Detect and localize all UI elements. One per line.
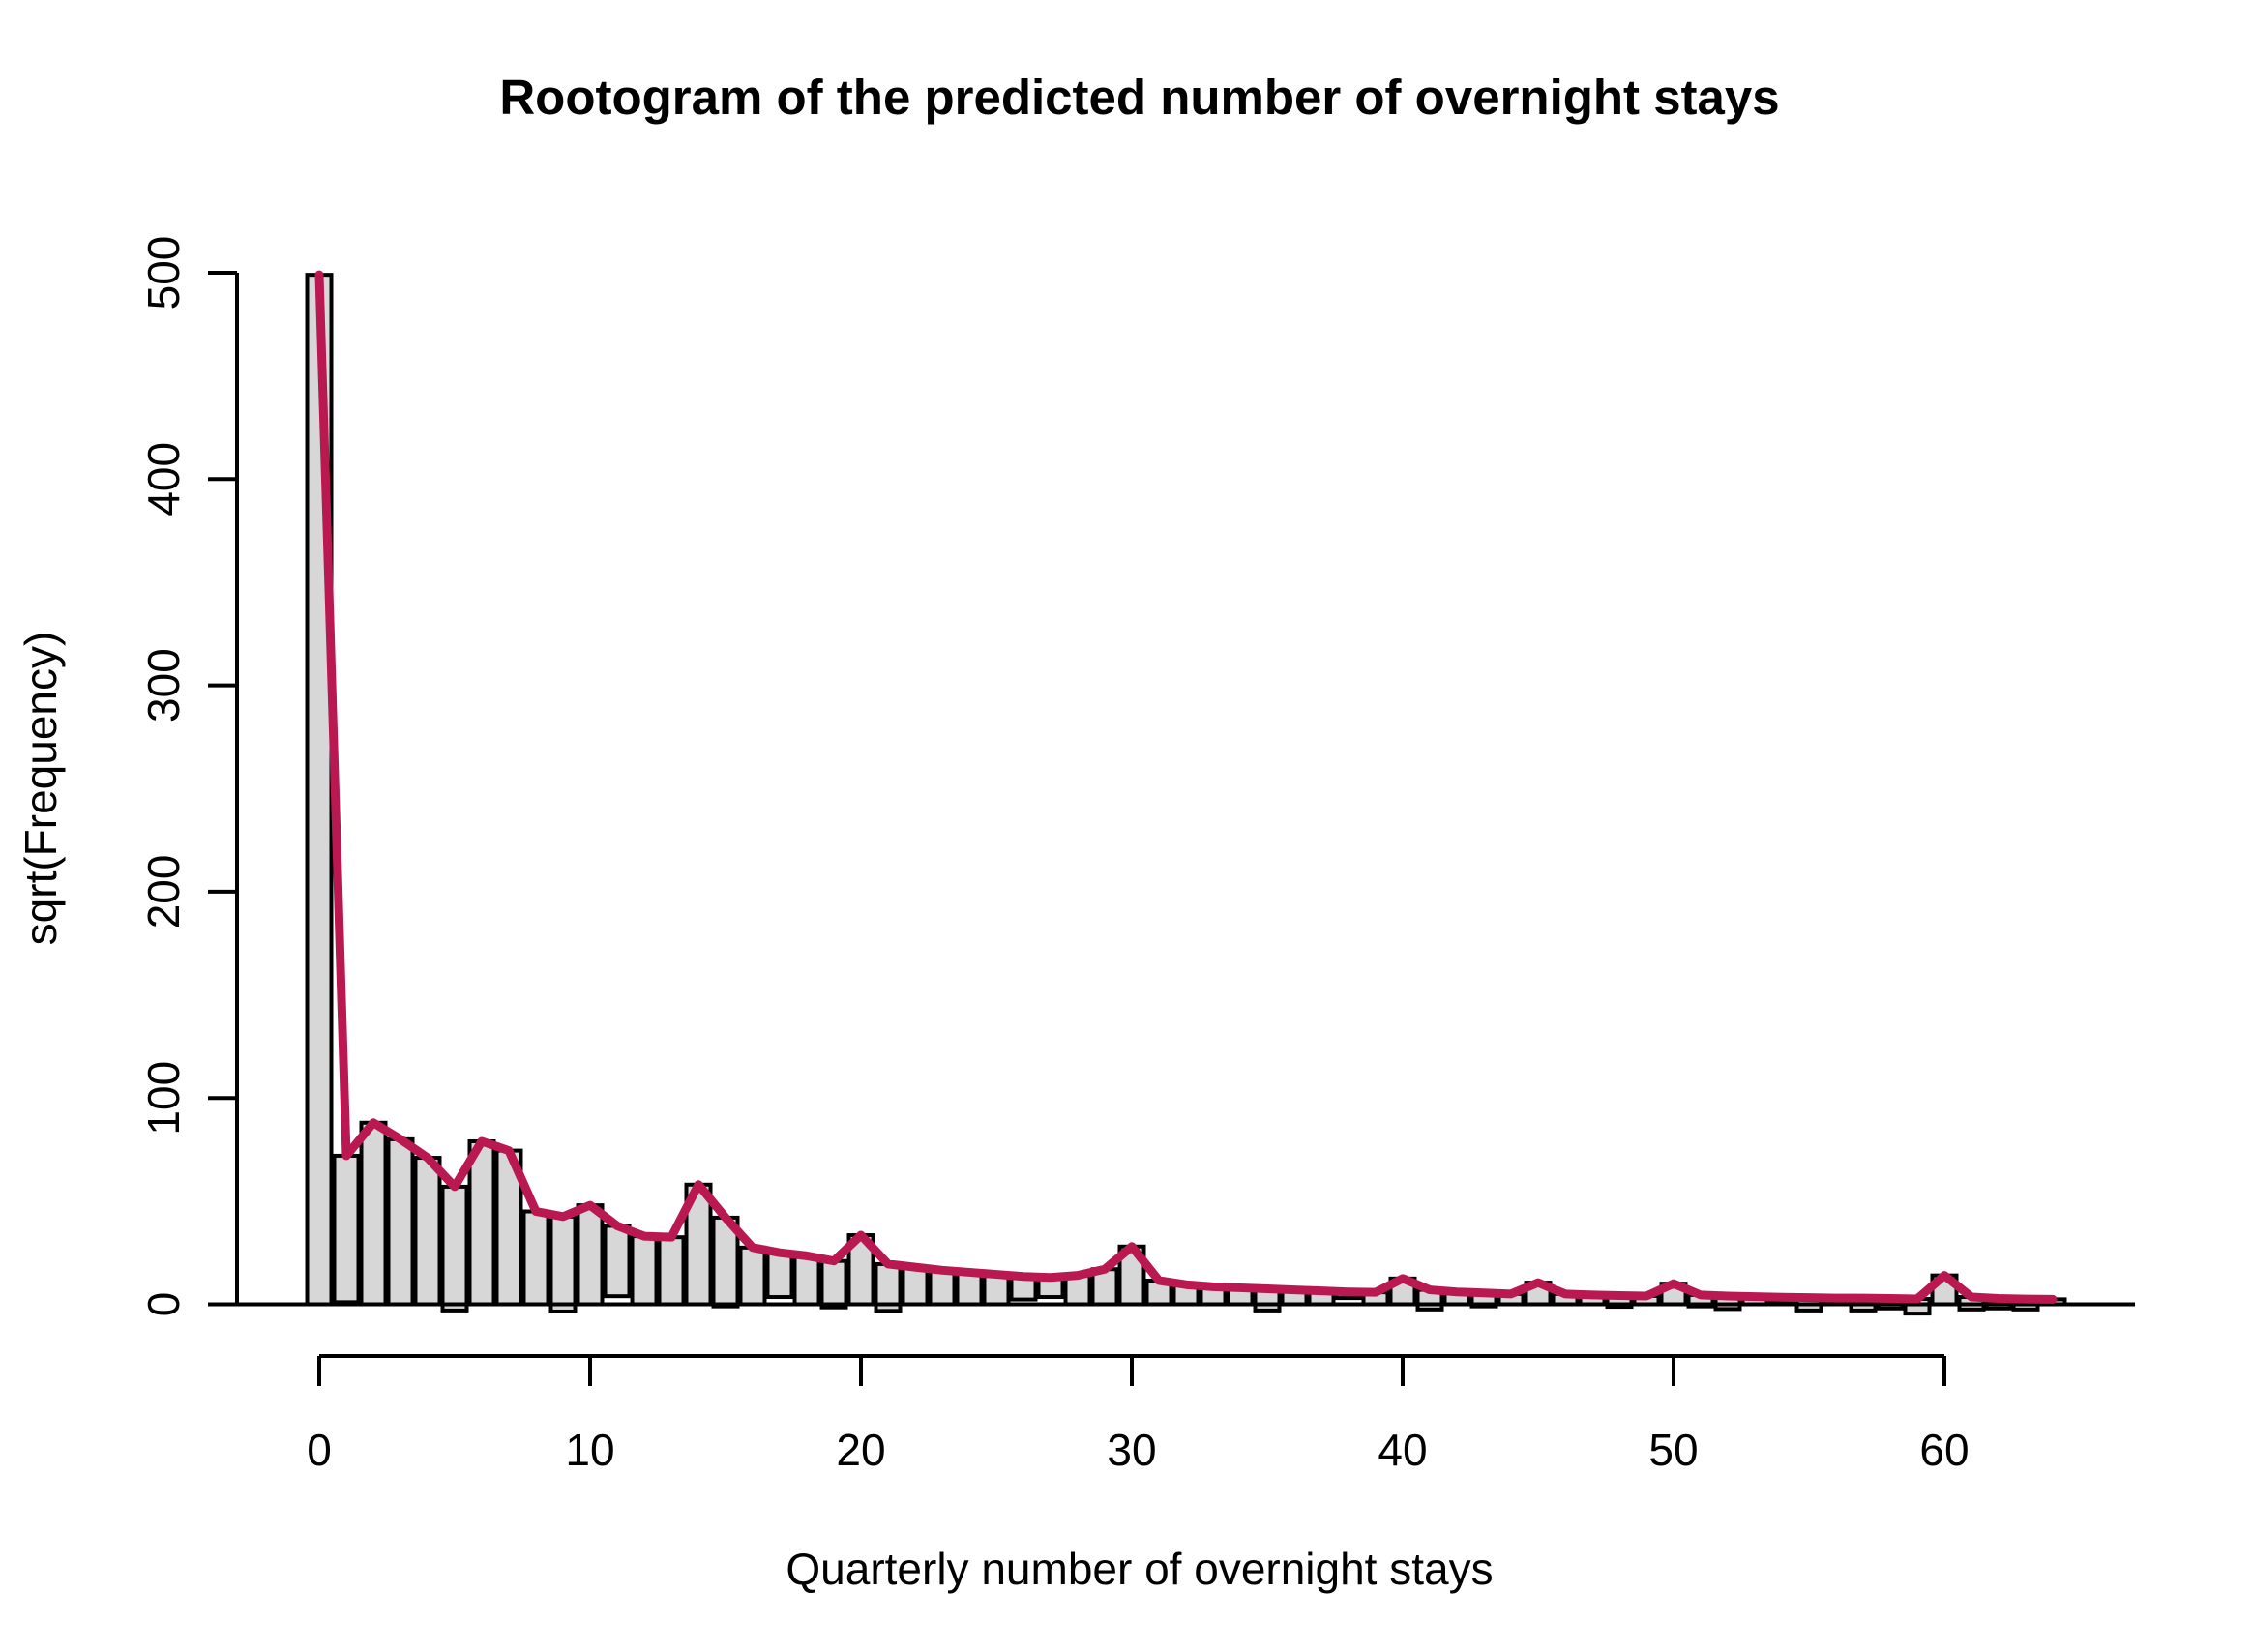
x-tick-label: 10 [565,1425,614,1475]
y-tick-label: 0 [138,1292,189,1317]
y-axis-label: sqrt(Frequency) [15,632,66,946]
rootogram-bar [819,1258,848,1310]
rootogram-bar [738,1245,767,1307]
y-tick-label: 500 [138,236,189,310]
rootogram-bar [521,1209,550,1307]
y-axis: 0 100 200 300 400 500 [138,236,239,1317]
rootogram-bar [386,1136,415,1307]
x-tick-label: 0 [307,1425,332,1475]
x-tick-label: 30 [1107,1425,1156,1475]
rootogram-bar [440,1184,469,1313]
rootogram-bar [467,1138,496,1307]
x-axis-label: Quarterly number of overnight stays [786,1544,1493,1594]
x-axis: 0 10 20 30 40 50 60 [307,1354,1970,1475]
bars-group [305,273,2067,1316]
rootogram-bar [982,1272,1011,1307]
rootogram-bar [413,1156,442,1307]
rootogram-bar [630,1234,659,1307]
y-tick-label: 400 [138,442,189,516]
rootogram-bar [548,1214,578,1313]
y-tick-label: 200 [138,855,189,929]
rootogram-bar [765,1251,794,1300]
chart-title: Rootogram of the predicted number of ove… [499,70,1779,125]
rootogram-bar [901,1265,930,1307]
x-tick-label: 60 [1919,1425,1969,1475]
rootogram-bar [928,1268,957,1307]
x-tick-label: 50 [1648,1425,1698,1475]
rootogram-bar [576,1203,605,1307]
rootogram-bar [792,1254,821,1307]
x-tick-label: 40 [1378,1425,1427,1475]
fitted-line [314,270,2058,1304]
rootogram-bar [657,1235,686,1307]
rootogram-bar [603,1224,632,1299]
y-tick-label: 100 [138,1061,189,1136]
rootogram-bar [711,1215,740,1309]
y-tick-label: 300 [138,648,189,723]
rootogram-bar [359,1120,388,1307]
fitted-line-group [314,270,2058,1304]
x-tick-label: 20 [836,1425,885,1475]
rootogram-bar [332,1153,361,1305]
